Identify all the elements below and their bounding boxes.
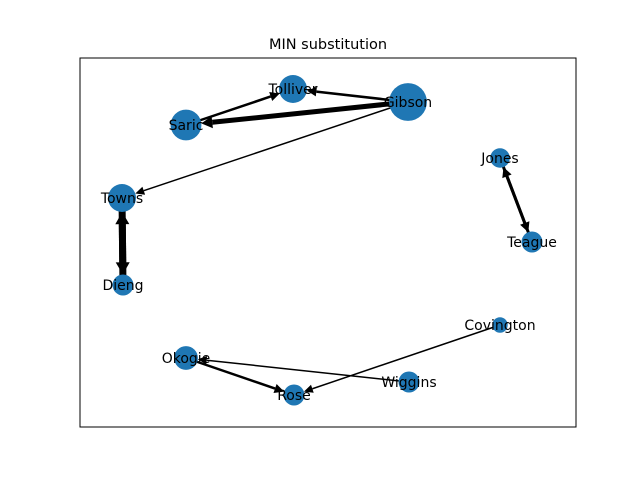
node-label-jones: Jones <box>480 151 518 167</box>
node-wiggins <box>398 371 420 393</box>
node-dieng <box>112 274 134 296</box>
arrowhead <box>273 384 285 393</box>
node-teague <box>521 231 543 253</box>
node-label-okogie: Okogie <box>162 351 211 367</box>
arrowhead <box>201 116 213 129</box>
node-label-rose: Rose <box>277 388 311 404</box>
edge-line <box>143 101 409 192</box>
edge-gibson-to-saric <box>201 99 409 129</box>
edge-line <box>206 359 410 383</box>
node-label-wiggins: Wiggins <box>381 375 436 391</box>
edge-line <box>185 356 276 390</box>
edge-okogie-to-rose <box>185 356 285 393</box>
arrowhead <box>303 384 314 393</box>
edge-gibson-to-towns <box>135 101 409 195</box>
node-covington <box>492 317 508 333</box>
node-label-teague: Teague <box>506 235 557 251</box>
node-gibson <box>389 83 427 121</box>
node-saric <box>170 109 202 141</box>
edge-covington-to-rose <box>303 324 501 393</box>
node-rose <box>283 384 305 406</box>
node-label-towns: Towns <box>100 191 143 207</box>
node-okogie <box>174 346 198 370</box>
chart-title: MIN substitution <box>269 37 387 53</box>
edges-layer <box>115 86 534 393</box>
node-label-covington: Covington <box>464 318 535 334</box>
edge-line <box>312 324 501 390</box>
node-label-tolliver: Tolliver <box>267 82 317 98</box>
nodes-layer <box>108 75 543 406</box>
edge-wiggins-to-okogie <box>197 356 410 383</box>
edge-line <box>212 99 409 125</box>
labels-layer: Tolliver Gibson Saric Towns Dieng Jones Teague… <box>100 82 557 404</box>
node-label-saric: Saric <box>169 118 204 134</box>
node-jones <box>490 148 510 168</box>
edge-teague-to-jones <box>502 167 534 243</box>
arrowhead <box>502 167 512 179</box>
node-towns <box>108 184 136 212</box>
arrowhead <box>197 356 208 365</box>
plot-frame <box>79 57 577 428</box>
arrowhead <box>306 86 317 97</box>
arrowhead <box>115 212 130 225</box>
node-label-gibson: Gibson <box>384 95 432 111</box>
edge-line <box>505 175 534 243</box>
node-tolliver <box>279 75 307 103</box>
arrowhead <box>135 186 146 195</box>
arrowhead <box>269 92 280 101</box>
node-label-dieng: Dieng <box>102 278 143 294</box>
